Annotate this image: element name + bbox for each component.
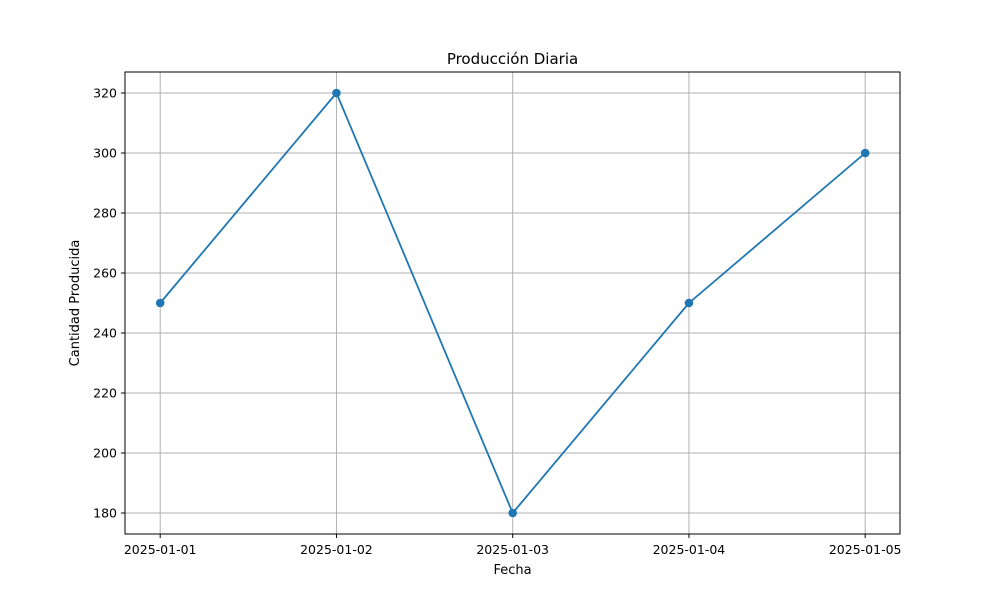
grid-layer — [125, 72, 900, 534]
y-tick-label: 260 — [93, 266, 117, 281]
y-tick-label: 220 — [93, 386, 117, 401]
data-point — [155, 298, 165, 308]
x-tick-label: 2025-01-03 — [476, 542, 549, 557]
y-axis-label: Cantidad Producida — [68, 240, 83, 367]
data-point — [332, 88, 341, 98]
y-tick-label: 240 — [93, 326, 117, 341]
data-point — [684, 298, 694, 308]
y-tick-label: 180 — [93, 506, 117, 521]
x-tick-label: 2025-01-05 — [829, 542, 902, 557]
tick-layer: 2025-01-01 2025-01-02 2025-01-03 2025-01-04… — [93, 86, 901, 558]
x-tick-label: 2025-01-01 — [124, 542, 197, 557]
x-tick-label: 2025-01-02 — [300, 542, 373, 557]
x-axis-label: Fecha — [493, 563, 531, 578]
data-point — [508, 508, 517, 518]
y-tick-label: 200 — [93, 446, 117, 461]
y-tick-label: 280 — [93, 206, 117, 221]
series-layer — [155, 88, 870, 518]
y-tick-label: 300 — [93, 146, 117, 161]
chart-title: Producción Diaria — [447, 50, 578, 68]
x-tick-label: 2025-01-04 — [653, 542, 726, 557]
data-point — [860, 148, 870, 158]
y-tick-label: 320 — [93, 86, 117, 101]
